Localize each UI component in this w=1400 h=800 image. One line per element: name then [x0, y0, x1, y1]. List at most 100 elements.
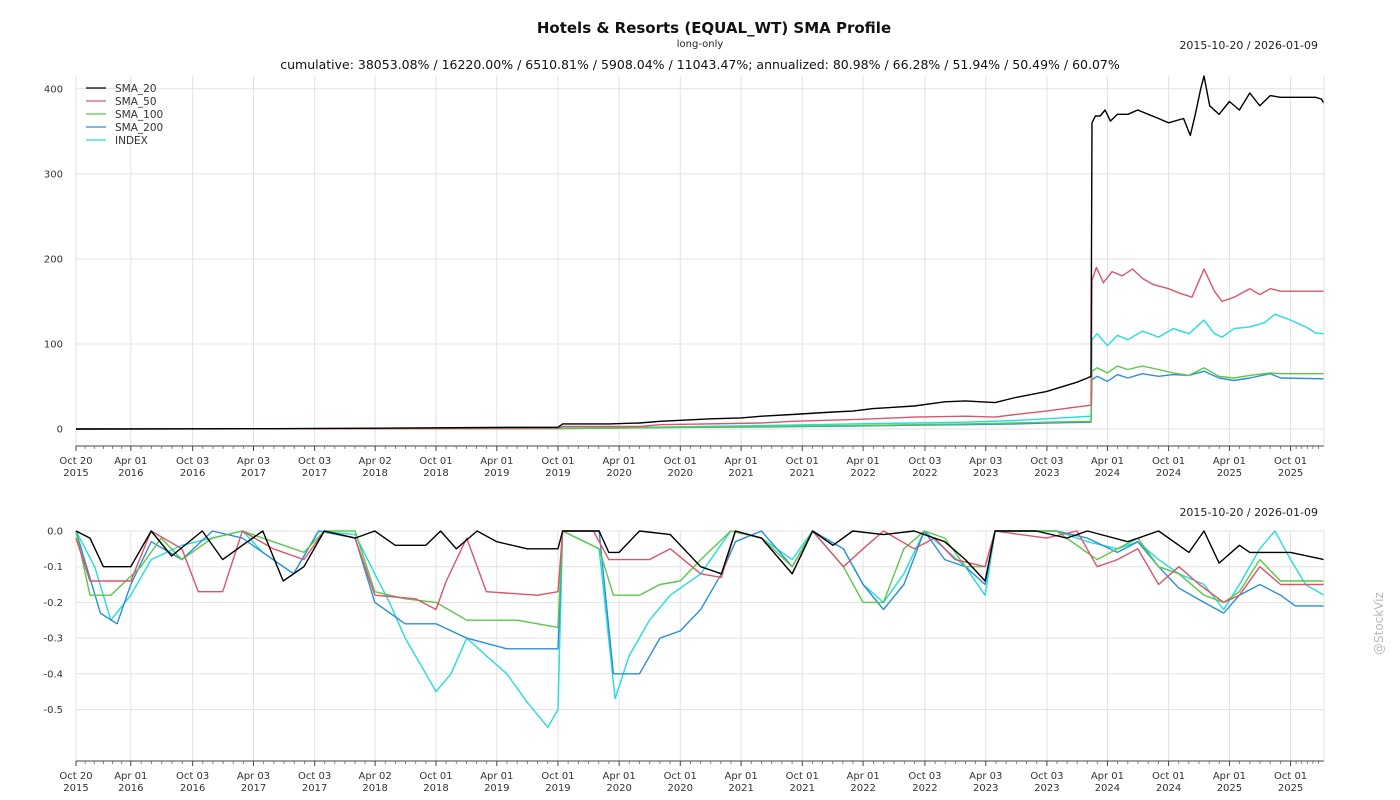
x-tick-label: Oct 01 — [419, 771, 452, 782]
x-tick-label-year: 2023 — [1034, 783, 1059, 794]
x-tick-label: Oct 03 — [176, 771, 209, 782]
x-tick-label: Apr 01 — [114, 456, 147, 467]
x-tick-label: Apr 03 — [237, 456, 270, 467]
x-tick-label-year: 2020 — [668, 783, 693, 794]
x-tick-label-year: 2021 — [728, 468, 753, 479]
x-tick-label: Apr 03 — [237, 771, 270, 782]
x-tick-label-year: 2020 — [606, 783, 631, 794]
x-tick-label-year: 2023 — [973, 468, 998, 479]
x-tick-label: Apr 01 — [1091, 771, 1124, 782]
x-tick-label-year: 2025 — [1217, 783, 1242, 794]
x-tick-label: Apr 01 — [603, 771, 636, 782]
chart-subtitle: long-only — [676, 39, 724, 50]
x-tick-label-year: 2018 — [362, 468, 387, 479]
x-tick-label: Oct 01 — [419, 456, 452, 467]
x-tick-label-year: 2022 — [850, 783, 875, 794]
series-line-sma-20 — [75, 530, 1325, 582]
x-tick-label-year: 2024 — [1156, 468, 1181, 479]
x-tick-label-year: 2021 — [728, 783, 753, 794]
x-tick-label-year: 2024 — [1095, 468, 1120, 479]
x-tick-label: Oct 01 — [786, 771, 819, 782]
x-tick-label: Oct 01 — [541, 456, 574, 467]
y-tick-label: 0 — [57, 425, 63, 436]
series-line-sma-50 — [75, 266, 1324, 430]
x-tick-label: Oct 03 — [908, 456, 941, 467]
x-tick-label-year: 2019 — [484, 468, 509, 479]
x-tick-label-year: 2023 — [973, 783, 998, 794]
y-tick-label: -0.4 — [43, 669, 63, 680]
x-tick-label: Oct 01 — [1152, 456, 1185, 467]
x-tick-label: Oct 01 — [541, 771, 574, 782]
x-tick-label-year: 2020 — [606, 468, 631, 479]
x-tick-label: Oct 20 — [59, 456, 92, 467]
y-tick-label: -0.2 — [43, 598, 63, 609]
x-tick-label-year: 2025 — [1278, 468, 1303, 479]
x-tick-label: Oct 03 — [908, 771, 941, 782]
x-tick-label-year: 2016 — [180, 783, 205, 794]
x-tick-label: Apr 01 — [480, 771, 513, 782]
x-tick-label: Apr 01 — [725, 456, 758, 467]
series-line-sma-20 — [75, 75, 1325, 430]
x-tick-label-year: 2018 — [423, 783, 448, 794]
x-tick-label-year: 2018 — [362, 783, 387, 794]
y-tick-label: -0.1 — [43, 562, 63, 573]
x-tick-label-year: 2015 — [63, 468, 88, 479]
x-tick-label: Oct 03 — [176, 456, 209, 467]
x-tick-label-year: 2016 — [118, 783, 143, 794]
y-tick-label: -0.3 — [43, 634, 63, 645]
x-tick-label-year: 2021 — [790, 783, 815, 794]
x-tick-label: Oct 01 — [1152, 771, 1185, 782]
x-tick-label-year: 2017 — [241, 468, 266, 479]
x-tick-label: Apr 01 — [725, 771, 758, 782]
x-tick-label: Oct 03 — [1030, 456, 1063, 467]
legend-label-sma-200: SMA_200 — [115, 122, 163, 134]
series-line-sma-200 — [75, 530, 1324, 675]
y-tick-label: 300 — [44, 169, 63, 180]
x-tick-label: Oct 03 — [298, 771, 331, 782]
series-line-sma-50 — [75, 530, 1324, 611]
x-tick-label-year: 2016 — [180, 468, 205, 479]
x-tick-label-year: 2023 — [1034, 468, 1059, 479]
x-tick-label-year: 2019 — [545, 783, 570, 794]
x-tick-label-year: 2017 — [241, 783, 266, 794]
x-tick-label: Apr 01 — [1213, 771, 1246, 782]
x-tick-label: Oct 01 — [1274, 771, 1307, 782]
x-tick-label: Apr 03 — [969, 771, 1002, 782]
legend-label-sma-100: SMA_100 — [115, 109, 163, 121]
x-tick-label: Apr 01 — [847, 771, 880, 782]
x-tick-label: Oct 01 — [664, 456, 697, 467]
y-tick-label: 0.0 — [47, 527, 63, 538]
date-range-top: 2015-10-20 / 2026-01-09 — [1179, 39, 1318, 52]
series-line-sma-100 — [75, 530, 1324, 629]
x-tick-label-year: 2024 — [1156, 783, 1181, 794]
y-tick-label: -0.5 — [43, 705, 63, 716]
x-tick-label: Oct 03 — [1030, 771, 1063, 782]
x-tick-label: Apr 01 — [1213, 456, 1246, 467]
legend-label-sma-50: SMA_50 — [115, 96, 157, 108]
x-tick-label: Apr 02 — [359, 771, 392, 782]
x-tick-label-year: 2022 — [912, 783, 937, 794]
x-tick-label: Apr 01 — [603, 456, 636, 467]
x-tick-label-year: 2021 — [790, 468, 815, 479]
x-tick-label-year: 2017 — [302, 783, 327, 794]
x-tick-label-year: 2017 — [302, 468, 327, 479]
x-tick-label-year: 2024 — [1095, 783, 1120, 794]
x-tick-label: Apr 03 — [969, 456, 1002, 467]
x-tick-label: Apr 01 — [480, 456, 513, 467]
x-tick-label-year: 2022 — [850, 468, 875, 479]
x-tick-label-year: 2016 — [118, 468, 143, 479]
x-tick-label: Oct 20 — [59, 771, 92, 782]
x-tick-label-year: 2020 — [668, 468, 693, 479]
cumulative-returns-line: cumulative: 38053.08% / 16220.00% / 6510… — [280, 57, 1120, 72]
series-line-index — [75, 313, 1325, 430]
chart-title: Hotels & Resorts (EQUAL_WT) SMA Profile — [536, 19, 892, 37]
x-tick-label: Apr 01 — [847, 456, 880, 467]
y-tick-label: 100 — [44, 339, 63, 350]
x-tick-label-year: 2025 — [1278, 783, 1303, 794]
series-line-sma-200 — [75, 370, 1325, 430]
x-tick-label-year: 2022 — [912, 468, 937, 479]
x-tick-label-year: 2019 — [484, 783, 509, 794]
x-tick-label: Apr 02 — [359, 456, 392, 467]
